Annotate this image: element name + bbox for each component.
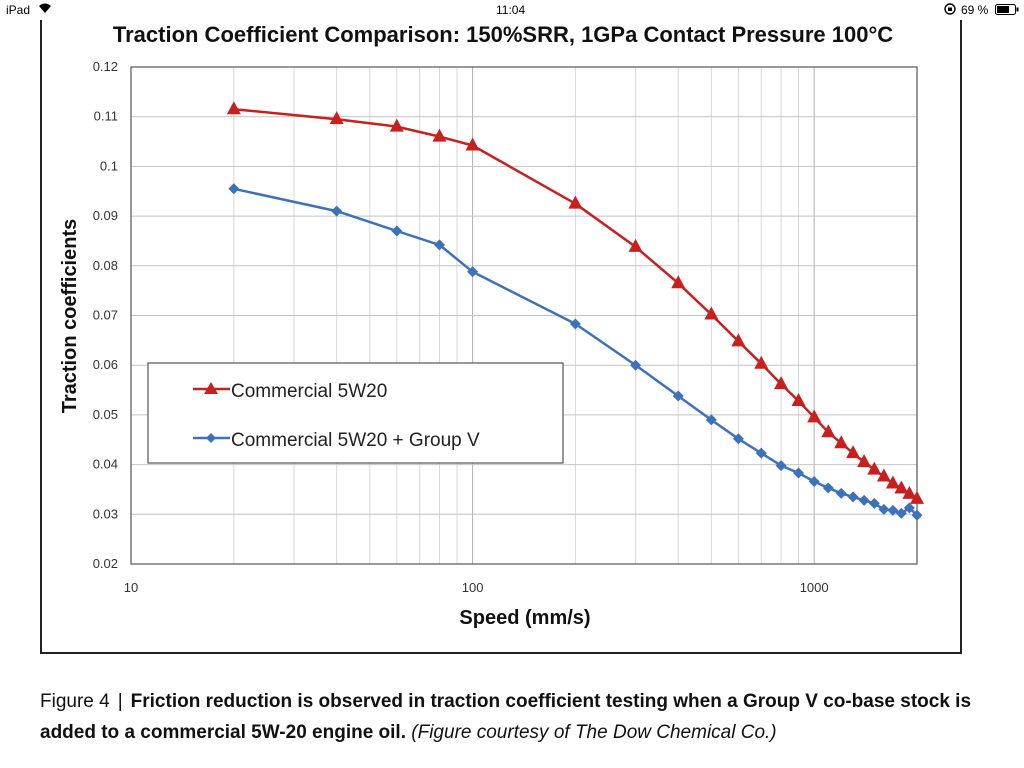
y-tick-label: 0.05 — [93, 407, 118, 422]
y-tick-label: 0.04 — [93, 457, 118, 472]
data-point — [821, 424, 836, 438]
data-point — [822, 482, 834, 494]
legend-marker-series-2 — [206, 433, 216, 443]
data-point — [754, 355, 769, 369]
caption-text: Friction reduction is observed in tracti… — [40, 691, 972, 743]
legend-label-series-2: Commercial 5W20 + Group V — [231, 430, 480, 451]
data-point — [876, 468, 891, 482]
series-layer — [226, 101, 924, 521]
x-axis-label: Speed (mm/s) — [459, 607, 590, 629]
y-tick-label: 0.12 — [93, 59, 118, 74]
data-point — [732, 433, 744, 445]
orientation-lock-icon — [944, 3, 956, 18]
figure-caption: Figure 4 | Friction reduction is observed … — [40, 686, 980, 748]
data-point — [847, 491, 859, 503]
y-axis-label: Traction coefficients — [59, 219, 81, 414]
battery-icon — [995, 4, 1019, 18]
legend-box — [147, 362, 564, 464]
data-point — [887, 504, 899, 516]
data-point — [672, 390, 684, 402]
data-point — [704, 306, 719, 320]
data-point — [432, 128, 447, 142]
data-point — [569, 318, 581, 330]
data-point — [885, 475, 900, 489]
chart: Traction Coefficient Comparison: 150%SRR… — [59, 22, 924, 629]
data-point — [705, 414, 717, 426]
caption-separator: | — [117, 691, 123, 712]
data-point — [835, 487, 847, 499]
data-point — [467, 266, 479, 278]
caption-credit: (Figure courtesy of The Dow Chemical Co.… — [411, 722, 777, 743]
data-point — [775, 460, 787, 472]
data-point — [793, 467, 805, 479]
grid — [131, 67, 917, 564]
data-point — [858, 494, 870, 506]
x-tick-label: 100 — [462, 580, 484, 595]
y-tick-label: 0.11 — [94, 109, 118, 124]
data-point — [755, 447, 767, 459]
data-point — [868, 497, 880, 509]
chart-title: Traction Coefficient Comparison: 150%SRR… — [113, 22, 893, 47]
legend: Commercial 5W20 Commercial 5W20 + Group … — [147, 362, 564, 464]
data-point — [903, 502, 915, 514]
y-tick-label: 0.1 — [100, 158, 118, 173]
x-tick-label: 1000 — [800, 580, 829, 595]
data-point — [331, 205, 343, 217]
status-time: 11:04 — [496, 3, 526, 17]
data-point — [910, 490, 924, 504]
data-point — [846, 445, 861, 459]
data-point — [911, 509, 923, 521]
y-tick-label: 0.02 — [93, 556, 118, 571]
axis-ticks: 0.02 0.03 0.04 0.05 0.06 0.07 0.08 0.09 0.1 0.11 0… — [93, 59, 829, 595]
data-point — [878, 503, 890, 515]
y-tick-label: 0.07 — [93, 308, 118, 323]
data-point — [389, 118, 404, 132]
figure-frame — [40, 20, 962, 654]
status-bar: iPad 11:04 69 % — [0, 0, 1024, 20]
legend-label-series-1: Commercial 5W20 — [231, 381, 387, 402]
series-2 — [228, 183, 923, 521]
data-point — [391, 225, 403, 237]
data-point — [867, 461, 882, 475]
data-point — [774, 376, 789, 390]
data-point — [791, 392, 806, 406]
series-1 — [226, 101, 924, 504]
data-point — [834, 435, 849, 449]
data-point — [857, 454, 872, 468]
data-point — [895, 507, 907, 519]
battery-percent: 69 % — [961, 3, 989, 17]
data-point — [671, 275, 686, 289]
y-tick-label: 0.08 — [93, 258, 118, 273]
data-point — [808, 475, 820, 487]
y-tick-label: 0.06 — [93, 357, 118, 372]
data-point — [329, 111, 344, 125]
x-tick-label: 10 — [124, 580, 138, 595]
y-tick-label: 0.09 — [93, 208, 118, 223]
data-point — [465, 137, 480, 151]
device-name: iPad — [6, 3, 31, 17]
data-point — [433, 239, 445, 251]
data-point — [630, 359, 642, 371]
wifi-icon — [38, 2, 52, 17]
data-point — [894, 480, 909, 494]
data-point — [568, 195, 583, 209]
data-point — [902, 485, 917, 499]
data-point — [628, 238, 643, 252]
data-point — [226, 101, 241, 115]
y-tick-label: 0.03 — [93, 506, 118, 521]
caption-label: Figure 4 — [40, 691, 110, 712]
data-point — [228, 183, 240, 195]
legend-marker-series-1 — [204, 382, 218, 394]
plot-area-border — [130, 66, 918, 565]
data-point — [731, 333, 746, 347]
data-point — [807, 409, 822, 423]
